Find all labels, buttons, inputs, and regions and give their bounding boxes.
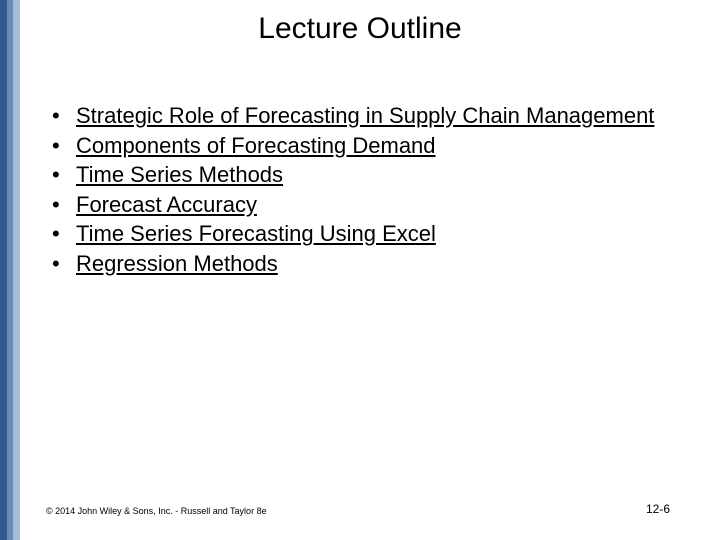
bullet-list: • Strategic Role of Forecasting in Suppl… <box>46 102 686 279</box>
bullet-text: Time Series Methods <box>76 161 283 189</box>
left-accent-stripe <box>0 0 20 540</box>
bullet-marker: • <box>46 132 76 160</box>
bullet-text: Forecast Accuracy <box>76 191 257 219</box>
stripe-dark <box>0 0 7 540</box>
bullet-item: • Regression Methods <box>46 250 686 278</box>
bullet-marker: • <box>46 161 76 189</box>
bullet-item: • Time Series Methods <box>46 161 686 189</box>
bullet-text: Time Series Forecasting Using Excel <box>76 220 436 248</box>
bullet-text: Strategic Role of Forecasting in Supply … <box>76 102 654 130</box>
slide-title: Lecture Outline <box>0 12 720 46</box>
copyright-footer: © 2014 John Wiley & Sons, Inc. - Russell… <box>46 506 267 516</box>
bullet-marker: • <box>46 220 76 248</box>
bullet-item: • Strategic Role of Forecasting in Suppl… <box>46 102 686 130</box>
slide-number: 12-6 <box>646 502 670 516</box>
bullet-marker: • <box>46 191 76 219</box>
bullet-item: • Components of Forecasting Demand <box>46 132 686 160</box>
bullet-marker: • <box>46 250 76 278</box>
bullet-text: Regression Methods <box>76 250 278 278</box>
bullet-item: • Forecast Accuracy <box>46 191 686 219</box>
bullet-item: • Time Series Forecasting Using Excel <box>46 220 686 248</box>
bullet-marker: • <box>46 102 76 130</box>
stripe-light <box>13 0 20 540</box>
bullet-text: Components of Forecasting Demand <box>76 132 436 160</box>
